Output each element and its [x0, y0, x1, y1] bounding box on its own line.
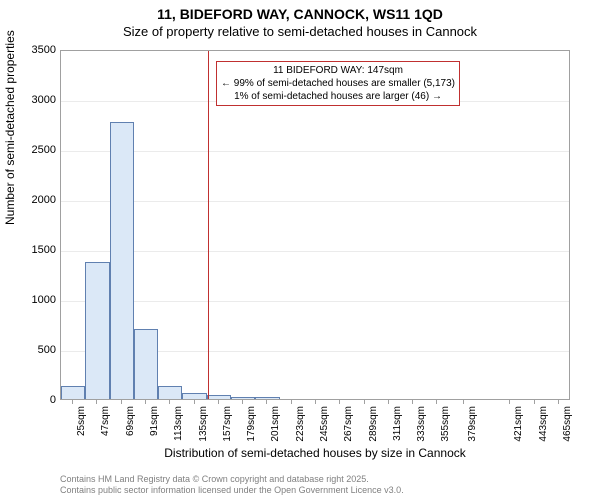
grid-line: [61, 201, 569, 202]
annotation-box: 11 BIDEFORD WAY: 147sqm← 99% of semi-det…: [216, 61, 460, 106]
x-tick-label: 311sqm: [392, 406, 403, 446]
footer-line2: Contains public sector information licen…: [60, 485, 404, 496]
annotation-line1: 11 BIDEFORD WAY: 147sqm: [221, 64, 455, 77]
x-tick-mark: [266, 400, 267, 404]
x-tick-mark: [509, 400, 510, 404]
x-tick-mark: [291, 400, 292, 404]
x-tick-label: 421sqm: [513, 406, 524, 446]
y-tick-label: 2500: [32, 144, 56, 156]
chart-plot-area: 11 BIDEFORD WAY: 147sqm← 99% of semi-det…: [60, 50, 570, 400]
histogram-bar: [61, 386, 85, 399]
annotation-line3: 1% of semi-detached houses are larger (4…: [221, 90, 455, 103]
histogram-bar: [255, 397, 279, 399]
x-tick-label: 157sqm: [222, 406, 233, 446]
histogram-bar: [231, 397, 255, 399]
chart-title-block: 11, BIDEFORD WAY, CANNOCK, WS11 1QD Size…: [0, 0, 600, 39]
x-tick-label: 379sqm: [467, 406, 478, 446]
footer-line1: Contains HM Land Registry data © Crown c…: [60, 474, 404, 485]
grid-line: [61, 301, 569, 302]
y-tick-label: 0: [50, 394, 56, 406]
x-tick-label: 465sqm: [562, 406, 573, 446]
x-axis-title: Distribution of semi-detached houses by …: [60, 446, 570, 460]
x-tick-mark: [339, 400, 340, 404]
x-tick-label: 47sqm: [100, 406, 111, 446]
x-tick-mark: [558, 400, 559, 404]
x-tick-mark: [169, 400, 170, 404]
histogram-bar: [182, 393, 206, 399]
footer-attribution: Contains HM Land Registry data © Crown c…: [60, 474, 404, 496]
x-tick-mark: [194, 400, 195, 404]
histogram-bar: [207, 395, 231, 399]
y-tick-label: 1500: [32, 244, 56, 256]
x-tick-mark: [534, 400, 535, 404]
title-line1: 11, BIDEFORD WAY, CANNOCK, WS11 1QD: [0, 6, 600, 22]
y-tick-label: 500: [38, 344, 56, 356]
y-tick-label: 1000: [32, 294, 56, 306]
y-tick-label: 3000: [32, 94, 56, 106]
x-tick-mark: [242, 400, 243, 404]
x-tick-label: 179sqm: [246, 406, 257, 446]
grid-line: [61, 251, 569, 252]
x-tick-label: 113sqm: [173, 406, 184, 446]
y-axis-title: Number of semi-detached properties: [3, 30, 17, 225]
x-tick-mark: [145, 400, 146, 404]
x-tick-mark: [463, 400, 464, 404]
x-tick-label: 333sqm: [416, 406, 427, 446]
histogram-bar: [158, 386, 182, 399]
histogram-bar: [85, 262, 109, 399]
x-tick-label: 223sqm: [295, 406, 306, 446]
x-tick-label: 135sqm: [198, 406, 209, 446]
x-tick-label: 267sqm: [343, 406, 354, 446]
x-tick-label: 69sqm: [125, 406, 136, 446]
x-tick-mark: [412, 400, 413, 404]
y-tick-label: 2000: [32, 194, 56, 206]
x-tick-label: 25sqm: [76, 406, 87, 446]
x-tick-mark: [388, 400, 389, 404]
histogram-bar: [134, 329, 158, 399]
x-tick-label: 355sqm: [440, 406, 451, 446]
annotation-line2: ← 99% of semi-detached houses are smalle…: [221, 77, 455, 90]
title-line2: Size of property relative to semi-detach…: [0, 24, 600, 39]
x-tick-label: 443sqm: [538, 406, 549, 446]
x-tick-mark: [72, 400, 73, 404]
histogram-bar: [110, 122, 134, 399]
x-tick-label: 91sqm: [149, 406, 160, 446]
x-tick-label: 245sqm: [319, 406, 330, 446]
grid-line: [61, 151, 569, 152]
x-tick-mark: [315, 400, 316, 404]
reference-line: [208, 51, 209, 399]
x-tick-mark: [121, 400, 122, 404]
x-tick-mark: [364, 400, 365, 404]
x-tick-label: 201sqm: [270, 406, 281, 446]
y-tick-label: 3500: [32, 44, 56, 56]
x-tick-label: 289sqm: [368, 406, 379, 446]
x-tick-mark: [96, 400, 97, 404]
x-tick-mark: [218, 400, 219, 404]
x-tick-mark: [436, 400, 437, 404]
